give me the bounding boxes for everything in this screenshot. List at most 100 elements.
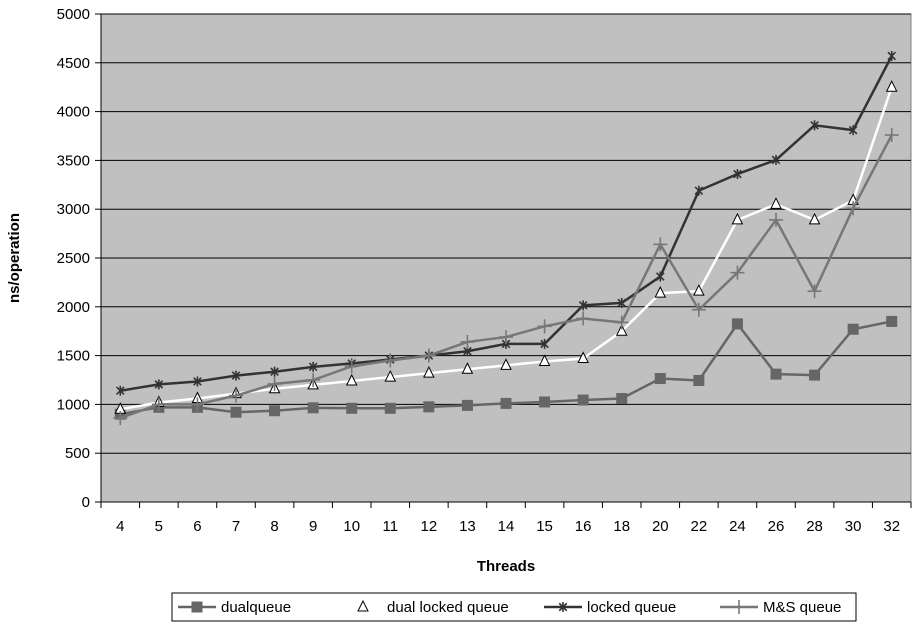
data-point-dualqueue (423, 401, 435, 413)
x-tick-label: 16 (575, 518, 592, 535)
legend-swatch-locked-queue (558, 602, 568, 612)
legend-item-dual-locked-queue: dual locked queue (357, 599, 509, 616)
data-point-dual-locked-queue (423, 366, 435, 378)
data-point-m-s-queue (846, 201, 861, 216)
y-tick-label: 5000 (57, 6, 90, 23)
data-point-dualqueue (847, 323, 859, 335)
data-point-dual-locked-queue (770, 197, 782, 209)
series-group (113, 50, 899, 426)
data-point-m-s-queue (421, 348, 436, 363)
x-tick-label: 24 (729, 518, 746, 535)
x-tick-label: 14 (498, 518, 515, 535)
data-point-dual-locked-queue (384, 369, 397, 382)
data-point-m-s-queue (576, 311, 591, 326)
x-tick-label: 11 (382, 518, 398, 535)
data-point-locked-queue (617, 297, 627, 308)
x-tick-label: 10 (343, 518, 360, 535)
data-point-dual-locked-queue (885, 80, 898, 92)
y-tick-label: 3000 (57, 201, 90, 218)
data-point-locked-queue (154, 379, 164, 390)
x-tick-label: 9 (309, 518, 317, 535)
legend-swatch-dualqueue (191, 601, 203, 613)
data-point-dual-locked-queue (538, 354, 551, 366)
y-tick-label: 4500 (57, 55, 90, 72)
data-point-dualqueue (269, 405, 281, 417)
data-point-m-s-queue (383, 353, 398, 368)
data-point-dual-locked-queue (461, 362, 474, 374)
y-tick-label: 1500 (57, 348, 90, 365)
legend-label-dual-locked-queue: dual locked queue (387, 599, 509, 616)
data-point-locked-queue (655, 271, 665, 282)
data-point-dual-locked-queue (615, 324, 628, 336)
data-point-m-s-queue (229, 388, 243, 403)
data-point-locked-queue (694, 185, 704, 196)
data-point-dual-locked-queue (577, 351, 589, 364)
data-point-locked-queue (848, 125, 858, 136)
axes: 0 500 1000 1500 2000 2500 3000 3500 4000 4500 5000… (57, 6, 912, 535)
y-tick-label: 3500 (57, 152, 90, 169)
data-point-dualqueue (654, 373, 666, 385)
x-axis-title: Threads (477, 558, 535, 575)
data-point-m-s-queue (730, 265, 745, 280)
legend-label-dualqueue: dualqueue (221, 599, 291, 616)
y-axis-title: ns/operation (6, 213, 23, 303)
x-tick-label: 13 (459, 518, 476, 535)
x-tick-label: 7 (232, 518, 240, 535)
x-tick-label: 6 (193, 518, 201, 535)
data-point-m-s-queue (306, 373, 321, 387)
data-point-dualqueue (577, 394, 589, 406)
x-tick-label: 15 (536, 518, 553, 535)
legend-item-m-s-queue: M&S queue (720, 599, 841, 616)
series-m-s-queue (113, 128, 899, 426)
data-point-m-s-queue (691, 302, 706, 317)
data-point-dualqueue (230, 406, 242, 418)
y-tick-label: 4000 (57, 104, 90, 121)
x-tick-label: 4 (116, 518, 124, 535)
data-point-m-s-queue (267, 376, 282, 391)
data-point-dual-locked-queue (500, 358, 512, 370)
data-point-m-s-queue (807, 284, 822, 299)
x-tick-label: 28 (806, 518, 823, 535)
data-point-dualqueue (346, 402, 358, 414)
data-point-dualqueue (809, 369, 821, 381)
data-point-m-s-queue (113, 411, 128, 426)
data-point-dual-locked-queue (731, 212, 744, 225)
data-point-dualqueue (693, 374, 705, 386)
x-tick-label: 12 (421, 518, 438, 535)
data-point-locked-queue (115, 385, 125, 396)
legend-swatch-m-s-queue (732, 600, 746, 614)
x-tick-label: 30 (845, 518, 862, 535)
data-point-m-s-queue (769, 212, 783, 227)
y-tick-label: 0 (82, 494, 90, 511)
data-point-dualqueue (886, 315, 898, 327)
legend-swatch-dual-locked-queue (357, 599, 369, 612)
data-point-m-s-queue (460, 334, 475, 349)
x-tick-label: 26 (768, 518, 785, 535)
data-point-locked-queue (540, 338, 549, 349)
x-tick-label: 22 (691, 518, 708, 535)
data-point-m-s-queue (190, 397, 205, 412)
x-tick-label: 20 (652, 518, 669, 535)
data-point-dualqueue (616, 393, 628, 405)
data-point-dualqueue (461, 399, 473, 411)
x-tick-label: 32 (883, 518, 900, 535)
legend: dualqueue dual locked queue locked queue M&… (171, 592, 857, 622)
x-tick-label: 5 (155, 518, 163, 535)
legend-label-locked-queue: locked queue (587, 599, 676, 616)
data-point-m-s-queue (344, 359, 359, 374)
data-point-dual-locked-queue (693, 284, 705, 296)
legend-label-m-s-queue: M&S queue (763, 599, 841, 616)
data-point-m-s-queue (884, 128, 899, 143)
data-point-dual-locked-queue (808, 212, 821, 225)
data-point-locked-queue (810, 120, 819, 131)
data-point-dualqueue (500, 397, 512, 409)
data-point-m-s-queue (537, 319, 552, 334)
y-tick-label: 2500 (57, 250, 90, 267)
legend-item-dualqueue: dualqueue (178, 599, 291, 616)
data-point-dual-locked-queue (654, 286, 667, 298)
data-point-m-s-queue (499, 330, 513, 345)
data-point-locked-queue (231, 370, 241, 381)
data-point-dualqueue (307, 402, 319, 414)
